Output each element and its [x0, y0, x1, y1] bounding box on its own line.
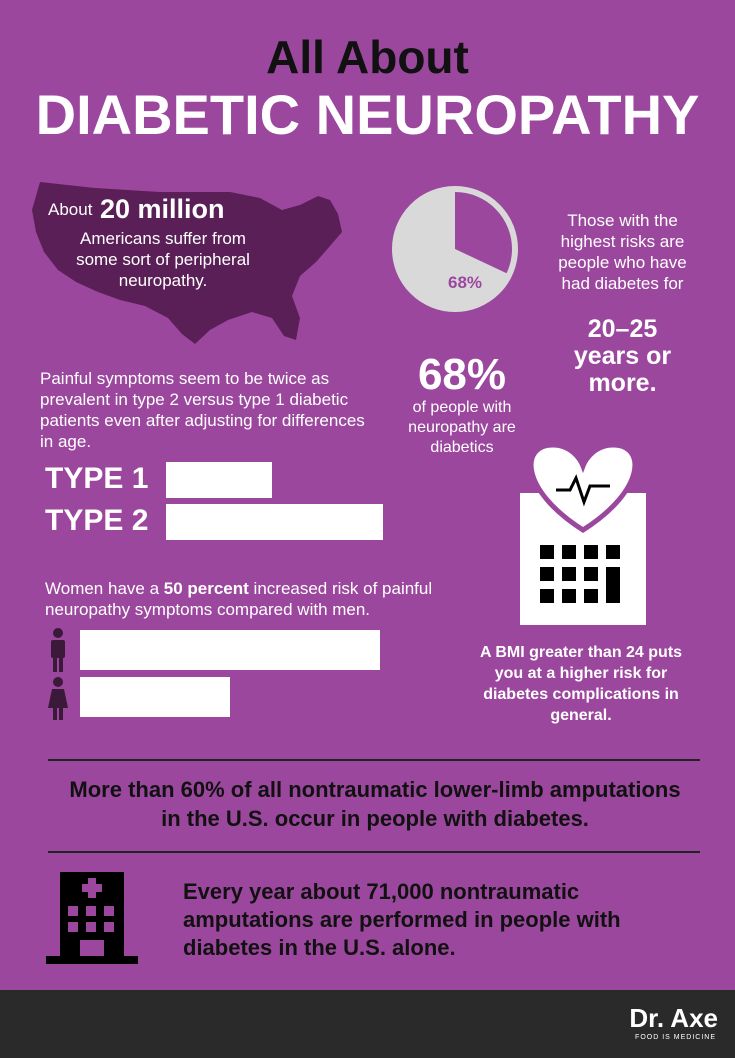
bmi-text: A BMI greater than 24 puts you at a high…: [479, 644, 683, 724]
us-map: [32, 182, 342, 344]
women-highlight: 50 percent: [163, 579, 249, 598]
type2-label: TYPE 2: [45, 504, 149, 537]
yearly-text: Every year about 71,000 nontraumatic amp…: [183, 879, 621, 960]
pie-stat-big: 68%: [417, 350, 507, 399]
types-text: Painful symptoms seem to be twice as pre…: [40, 369, 365, 451]
women-bar: [80, 677, 230, 717]
type1-bar: [166, 462, 272, 498]
pie-label: 68%: [448, 273, 483, 292]
title-line1: All About: [266, 31, 469, 83]
risk-text: Those with the highest risks are people …: [558, 211, 687, 293]
type1-label: TYPE 1: [45, 462, 149, 495]
women-rest: increased risk of painful neuropathy sym…: [45, 579, 433, 619]
pie-stat-text: of people with neuropathy are diabetics: [408, 399, 516, 456]
risk-highlight: 20–25 years or more.: [573, 315, 672, 397]
footer-tagline: FOOD IS MEDICINE: [635, 1034, 716, 1041]
amputations-text: More than 60% of all nontraumatic lower-…: [69, 777, 681, 831]
pie-slice: [395, 189, 510, 309]
us-stat-prefix: About: [48, 200, 93, 219]
us-stat-highlight: 20 million: [100, 194, 225, 224]
calendar-icon: [520, 442, 646, 625]
men-bar: [80, 630, 380, 670]
women-text: Women have a 50 percent increased risk o…: [45, 578, 455, 620]
type2-bar: [166, 504, 383, 540]
man-icon: [51, 628, 65, 672]
women-prefix: Women have a: [45, 579, 160, 598]
title-line2: DIABETIC NEUROPATHY: [35, 83, 700, 146]
footer-brand: Dr. Axe: [629, 1003, 718, 1033]
footer-bar: [0, 990, 735, 1058]
us-stat-text: Americans suffer from some sort of perip…: [76, 229, 250, 290]
woman-icon: [48, 677, 68, 720]
hospital-icon: [46, 872, 138, 964]
